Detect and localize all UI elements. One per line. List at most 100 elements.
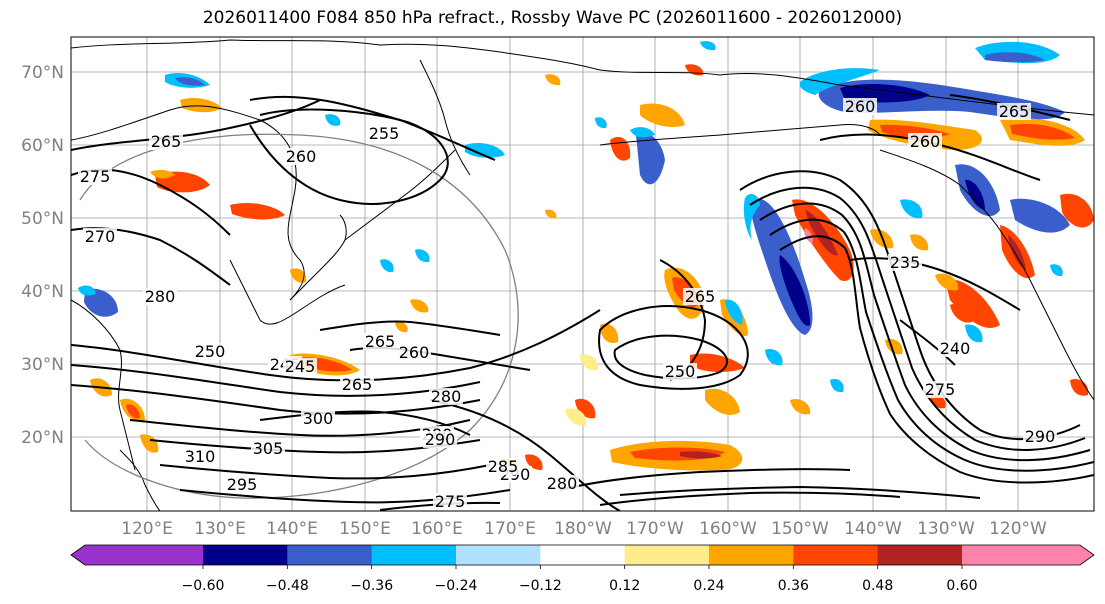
coast-philippines (119, 449, 161, 511)
contour-label: 260 (845, 97, 876, 116)
contour-label-bg (486, 458, 520, 475)
contour-label-bg (78, 168, 112, 185)
coast-asia-north (71, 39, 601, 71)
neg-mid-d (380, 259, 394, 273)
lon-tick-label: 120°W (989, 519, 1047, 539)
colorbar-tick-label: 0.48 (862, 578, 893, 594)
neg-mid-t (765, 349, 783, 366)
contour-label-bg (284, 148, 318, 165)
coast-aleutian (599, 124, 881, 146)
pos-central-l (580, 354, 599, 371)
contour-label-bg (397, 344, 431, 361)
coast-japan (289, 214, 347, 301)
contour-label-bg (938, 340, 972, 357)
contour-label: 260 (910, 132, 941, 151)
colorbar-segment (371, 545, 457, 565)
contour-285-south (599, 491, 901, 506)
pos-mid-j (545, 74, 561, 86)
contour-label: 245 (285, 357, 316, 376)
contour-label-bg (301, 410, 335, 427)
pos-central-f (705, 388, 740, 415)
neg-china (84, 288, 118, 317)
coast-china (71, 299, 136, 471)
pos-extreme-145w (804, 228, 813, 244)
pos-core-145w (805, 210, 838, 256)
pos-central-c-core (680, 451, 722, 459)
contour-ne-swirl-d (769, 218, 1094, 472)
lat-tick-label: 60°N (21, 136, 64, 156)
neg-mid-l (700, 41, 716, 51)
colorbar-tick-label: 0.36 (778, 578, 809, 594)
pos-central-d (600, 323, 619, 344)
neg-china-edge (78, 285, 96, 296)
plot-frame (70, 36, 1095, 512)
lon-tick-label: 140°E (266, 519, 318, 539)
contour-label-bg (193, 343, 227, 360)
contour-label: 290 (1025, 427, 1056, 446)
neg-mid-o (900, 199, 923, 219)
neg-central-g (725, 299, 743, 325)
contour-235 (849, 257, 1021, 311)
pos-taiwan-mid (126, 404, 140, 419)
contour-label: 235 (890, 253, 921, 272)
contour-label: 305 (253, 439, 284, 458)
contour-280-mid (429, 399, 621, 511)
contour-jet-b (71, 364, 481, 397)
pos-south-ne-edge (935, 273, 959, 291)
contour-label-bg (143, 288, 177, 305)
contour-label: 265 (365, 332, 396, 351)
lat-tick-label: 40°N (21, 282, 64, 302)
coast-kamchatka (419, 59, 471, 176)
contour-label: 265 (685, 287, 716, 306)
colorbar-segment (287, 545, 373, 565)
colorbar-tick-label: −0.12 (519, 578, 562, 594)
pos-mid-p (950, 303, 973, 323)
coast-korea-japan (229, 259, 346, 325)
contour-label: 295 (227, 475, 258, 494)
contour-label-bg (683, 288, 717, 305)
lon-tick-label: 130°W (917, 519, 975, 539)
contour-label-bg (363, 333, 397, 350)
contour-label-bg (545, 475, 579, 492)
contour-bottom (619, 485, 981, 499)
colorbar-segment (793, 545, 879, 565)
colorbar: −0.60 −0.48 −0.36 −0.24 −0.12 0.12 0.24 0.36 0.4… (70, 544, 1095, 594)
neg-mid-v (830, 378, 844, 393)
map-title: 2026011400 F084 850 hPa refract., Rossby… (202, 8, 903, 28)
neg-mid-q (965, 324, 983, 343)
contour-label: 280 (431, 387, 462, 406)
neg-mid-x (1050, 264, 1063, 277)
neg-coast-bc-core (965, 179, 985, 210)
coast-asia-east (71, 105, 305, 301)
contour-label: 250 (665, 362, 696, 381)
coast-alaska-south (879, 149, 1031, 281)
contour-label: 260 (399, 343, 430, 362)
contour-label-bg (997, 103, 1031, 120)
contour-label-bg (367, 125, 401, 142)
contour-label-bg (83, 228, 117, 245)
contour-label: 290 (425, 430, 456, 449)
neg-central-h (636, 132, 665, 185)
lat-tick-label: 50°N (21, 209, 64, 229)
colorbar-extend-max (962, 545, 1094, 565)
contour-label: 240 (940, 339, 971, 358)
contour-jet-f (159, 464, 491, 480)
contour-ne-swirl-e (779, 235, 1094, 484)
contour-label-bg (433, 493, 467, 510)
contour-label-bg (908, 133, 942, 150)
neg-gulf-alaska (1010, 198, 1070, 233)
colorbar-segment (540, 545, 626, 565)
contour-label: 260 (286, 147, 317, 166)
lon-tick-label: 140°W (844, 519, 902, 539)
lat-tick-label: 70°N (21, 63, 64, 83)
contour-265-center (319, 320, 501, 336)
contour-cp-loop (598, 305, 749, 390)
coast-na-west (1029, 279, 1094, 401)
pos-mid-i (685, 64, 704, 76)
colorbar-segment (203, 545, 288, 565)
colorbar-outline (70, 544, 1095, 566)
colorbar-tick-label: −0.60 (182, 578, 225, 594)
contour-label: 300 (303, 409, 334, 428)
contour-label-bg (888, 254, 922, 271)
